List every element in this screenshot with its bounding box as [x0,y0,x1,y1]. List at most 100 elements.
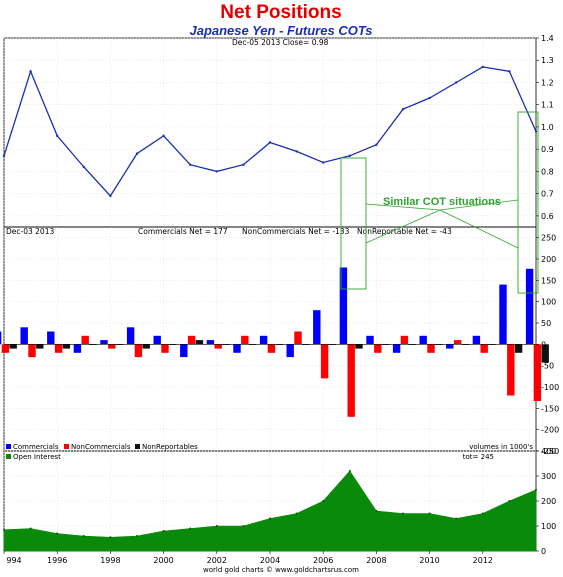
x-tick-label: 2008 [366,556,386,565]
nonreportables-bar [36,344,44,349]
annotation-line-left-top [365,203,441,211]
nonreportable-net-label: NonReportable Net = -43 [357,227,452,236]
net-positions-ytick-label: -200 [541,426,559,435]
open-interest-point [242,525,245,527]
annotation-line-right-top [439,199,519,211]
units-note: volumes in 1000's [469,443,533,451]
open-interest-point [481,512,484,515]
commercials-bar [20,327,28,345]
annotation-line-left-bottom [365,209,441,244]
open-interest-point [269,517,271,520]
noncommercials-bar [267,344,276,353]
price-panel-header: Dec-05 2013 Close= 0.98 [232,38,329,47]
price-data-point [428,96,431,100]
open-interest-point [136,535,138,537]
price-ytick-label: 1.2 [541,78,554,87]
price-data-point [348,154,351,158]
noncommercials-bar [241,335,249,345]
noncommercials-bar [28,344,36,358]
open-interest-point [56,532,59,535]
open-interest-ytick-label: 400 [541,447,556,456]
nonreportables-bar [355,344,363,349]
price-data-point [2,154,6,158]
legend-label-open-interest: Open Interest [13,453,61,461]
net-positions-ytick-label: 250 [541,234,556,243]
price-data-point [82,165,86,169]
open-interest-total: tot= 245 [463,453,494,461]
noncommercials-bar [108,344,116,349]
nonreportables-bar [9,344,17,349]
legend-label-nonreportables: NonReportables [142,443,198,451]
net-positions-layer [0,267,549,417]
price-data-point [215,170,218,173]
nonreportables-bar [514,344,523,353]
price-data-point [481,65,484,69]
annotation-line-right-bottom [439,209,519,249]
x-tick-label: 2002 [207,556,227,565]
legend-label-noncommercials: NonCommercials [71,443,131,451]
chart-title: Net Positions [220,2,341,23]
open-interest-point [189,527,192,530]
price-ytick-label: 1.0 [541,123,554,132]
noncommercials-bar [400,335,409,345]
noncommercials-bar [533,344,542,401]
open-interest-point [508,500,511,502]
open-interest-point [295,512,298,515]
open-interest-point [29,527,32,530]
price-data-point [56,134,59,138]
nonreportables-bar [142,344,150,349]
commercials-bar [472,335,481,345]
commercials-bar [286,344,294,358]
noncommercials-bar [480,344,488,353]
commercials-bar [206,340,215,345]
price-ytick-label: 0.6 [541,212,554,221]
price-data-point [401,107,405,111]
noncommercials-bar [294,331,302,345]
commercials-bar [339,267,348,345]
open-interest-point [428,512,431,515]
commercials-bar [73,344,82,353]
noncommercials-bar [427,344,435,353]
open-interest-area [3,470,537,552]
net-positions-ytick-label: 100 [541,298,556,307]
price-data-point [375,143,378,146]
commercials-bar [313,310,321,345]
highlight-box-2007 [340,157,367,290]
noncommercials-bar [134,344,143,358]
price-data-point [534,130,538,133]
noncommercials-net-label: NonCommercials Net = -133 [242,227,350,236]
price-data-point [508,70,511,73]
commercials-bar [0,331,2,345]
legend-swatch-nonreportables [135,444,140,449]
x-tick-label: 2004 [260,556,280,565]
price-ytick-label: 0.8 [541,167,554,176]
open-interest-layer [3,470,537,552]
chart-footer: world gold charts © www.goldchartsrus.co… [203,566,359,574]
net-panel-date: Dec-03 2013 [6,227,54,236]
tick-label-layer: 0.6 0.7 0.8 0.9 1.0 1.1 1.2 1.3 1.4 -250 -200 -150 -… [3,34,559,565]
noncommercials-bar [1,344,10,353]
commercials-bar [100,340,108,345]
commercials-bar [366,335,374,345]
legend-swatch-commercials [6,444,11,449]
nonreportables-bar [195,340,204,345]
commercials-bar [180,344,188,358]
commercials-bar [47,331,55,345]
commercials-net-label: Commercials Net = 177 [138,227,228,236]
x-tick-label: 1996 [47,556,67,565]
commercials-bar [153,335,161,345]
commercials-bar [446,344,454,349]
noncommercials-bar [320,344,329,379]
noncommercials-bar [214,344,222,349]
commercials-bar [499,284,507,345]
commercials-bar [525,268,534,345]
net-positions-ytick-label: 50 [541,319,551,328]
price-data-point [135,152,139,155]
open-interest-point [3,528,5,531]
open-interest-point [402,512,404,515]
open-interest-point [455,517,458,520]
price-data-point [295,150,298,153]
legend-swatch-noncommercials [64,444,69,449]
x-tick-label: 2010 [419,556,439,565]
price-ytick-label: 1.1 [541,101,554,110]
